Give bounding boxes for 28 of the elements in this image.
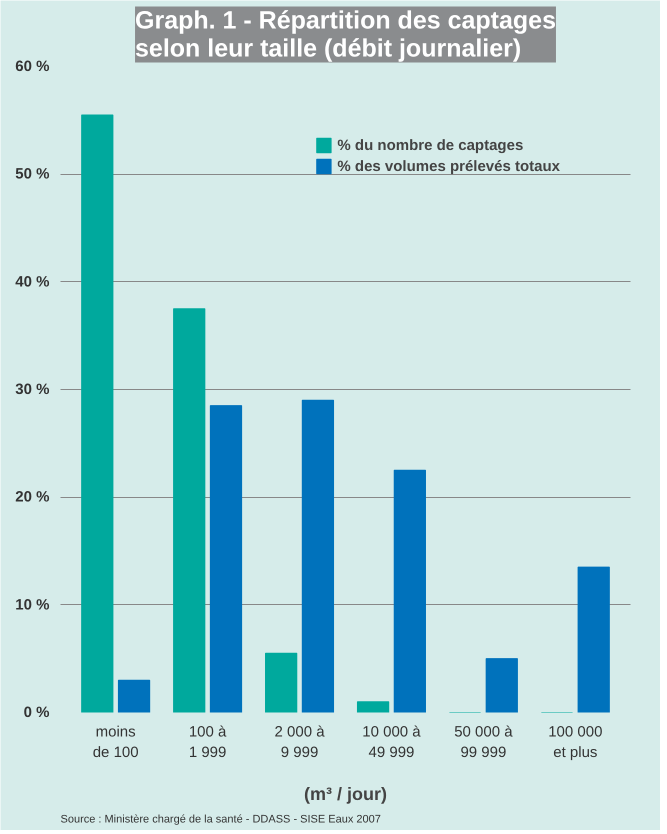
y-tick-label: 10 % bbox=[15, 596, 50, 614]
y-tick-label: 40 % bbox=[15, 273, 50, 290]
x-tick-label: 10 000 à 49 999 bbox=[362, 724, 422, 761]
y-tick-label: 50 % bbox=[15, 166, 50, 183]
y-tick-label: 60 % bbox=[15, 58, 50, 75]
legend-label: % du nombre de captages bbox=[337, 136, 524, 154]
bar bbox=[356, 701, 390, 712]
bar bbox=[210, 405, 242, 712]
bar bbox=[302, 400, 334, 712]
chart-title: Graph. 1 - Répartition des captages selon leur taille (débit journalier) bbox=[135, 6, 556, 62]
x-tick-label: 100 000 et plus bbox=[548, 724, 602, 761]
bar bbox=[118, 680, 150, 712]
bar bbox=[578, 566, 610, 712]
x-tick-label: moins de 100 bbox=[92, 724, 139, 761]
x-tick-label: 100 à 1 999 bbox=[188, 724, 228, 761]
bar bbox=[394, 470, 426, 712]
x-tick-label: 2 000 à 9 999 bbox=[274, 724, 326, 761]
y-tick-label: 20 % bbox=[15, 488, 50, 506]
source-note: Source : Ministère chargé de la santé - DDASS - SISE Eaux 2007 bbox=[60, 814, 381, 826]
x-tick-label: 50 000 à 99 999 bbox=[454, 724, 514, 761]
bar bbox=[486, 658, 518, 712]
bar bbox=[173, 308, 206, 712]
bar bbox=[265, 652, 298, 712]
bar bbox=[81, 114, 114, 712]
y-tick-label: 30 % bbox=[15, 381, 50, 398]
y-tick-label: 0 % bbox=[24, 704, 50, 721]
x-axis-title: (m³ / jour) bbox=[304, 784, 388, 804]
legend-label: % des volumes prélevés totaux bbox=[337, 158, 560, 174]
